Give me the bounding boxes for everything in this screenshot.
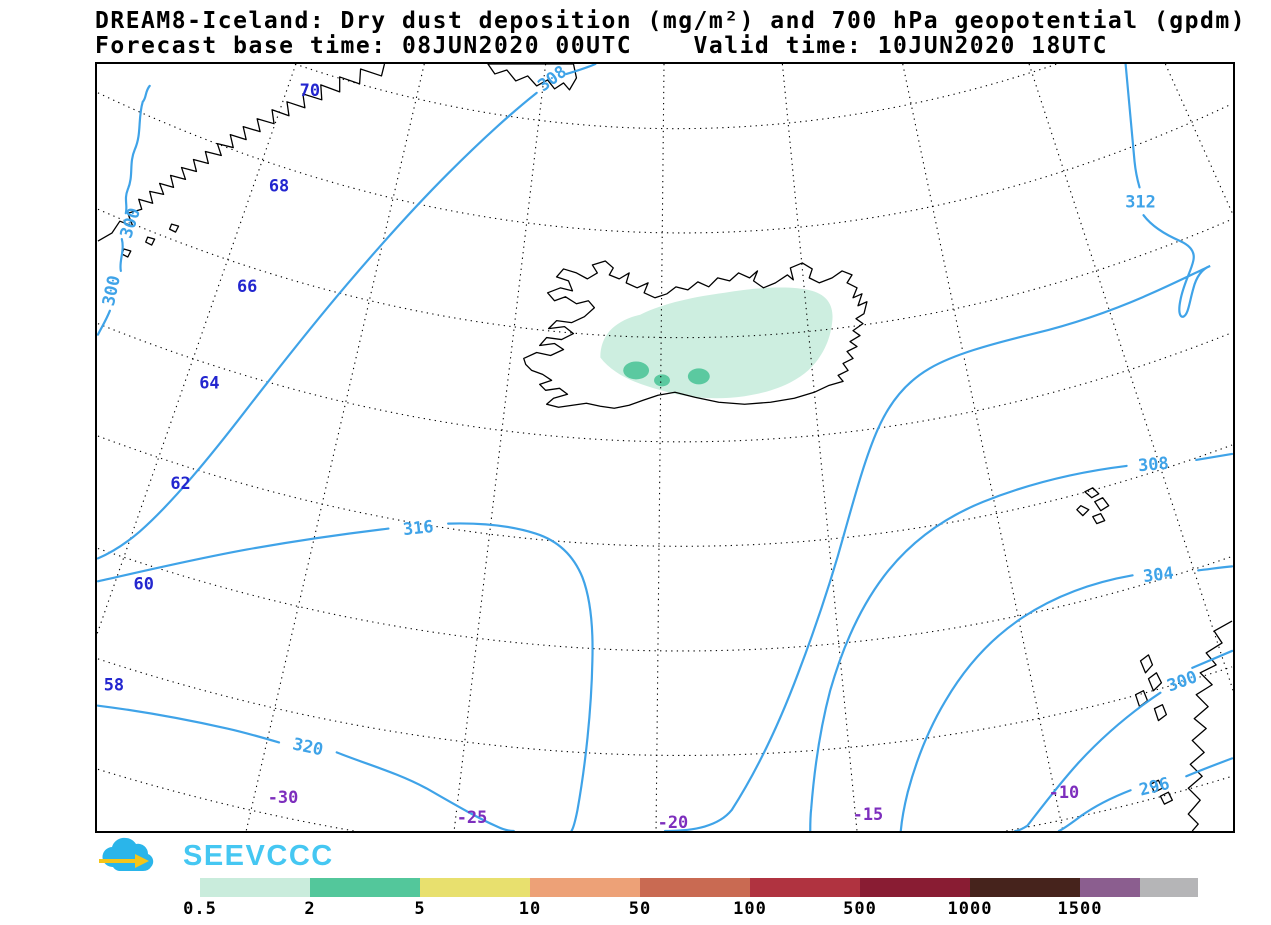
colorbar-segment [750,878,860,897]
contour-296 [1057,789,1132,831]
latitude-label-60: 60 [134,573,154,593]
contour-304 [1197,565,1233,572]
meridian-line [1028,64,1233,693]
colorbar-segment [970,878,1080,897]
contour-300-west [119,237,124,273]
contour-320 [97,704,281,744]
geopotential-labels: 300 300 308 312 316 320 308 304 300 296 [98,64,1200,800]
dust-area-dark [623,361,650,380]
contour-300-west [124,84,151,215]
colorbar-tick: 1000 [947,899,993,919]
contour-label-304: 304 [1142,563,1175,587]
dust-deposition-areas [600,287,833,399]
contour-label-320: 320 [291,734,325,760]
latitude-label-64: 64 [199,372,219,392]
colorbar-tick: 500 [843,899,877,919]
contour-label-316: 316 [402,516,434,539]
contour-300-west [97,309,111,336]
colorbar-segment [200,878,310,897]
colorbar-tick: 100 [733,899,767,919]
logo-text: SEEVCCC [183,839,334,872]
longitude-labels: -30 -25 -20 -15 -10 [268,782,1079,831]
colorbar-segment [420,878,530,897]
meridian-line [453,64,547,831]
latitude-label-70: 70 [300,80,320,100]
map-frame: 300 300 308 312 316 320 308 304 300 296 … [95,62,1235,833]
latitude-label-62: 62 [170,473,190,493]
colorbar-segment [1080,878,1140,897]
colorbar-tick: 0.5 [183,899,217,919]
contour-label-300: 300 [98,274,124,308]
contour-304 [899,574,1134,831]
map-canvas: 300 300 308 312 316 320 308 304 300 296 … [97,64,1233,831]
colorbar-segment [530,878,640,897]
logo: SEEVCCC [95,835,334,877]
faroe-islands [1076,487,1110,525]
latitude-labels: 70 68 66 64 62 60 58 [104,80,320,695]
arrow-icon [99,854,149,868]
meridian-line [655,64,665,831]
latitude-label-58: 58 [104,675,124,695]
longitude-label--20: -20 [658,812,689,831]
contour-312 [1124,64,1141,189]
dust-area-light [600,287,833,399]
greenland-coast [97,64,386,242]
iceland-coast [523,260,868,409]
contour-label-308-east: 308 [1137,453,1169,476]
colorbar-tick: 5 [414,899,426,919]
contour-300-east [1014,691,1162,831]
colorbar-segment [640,878,750,897]
contour-label-296: 296 [1137,773,1171,800]
contour-308-northwest [97,91,538,560]
dust-area-dark [687,368,710,385]
colorbar-tick: 50 [628,899,652,919]
contour-label-300: 300 [116,205,144,240]
colorbar [200,878,1198,897]
latitude-label-68: 68 [269,175,289,195]
contour-label-312: 312 [1125,191,1156,211]
contour-308-east [1195,452,1233,462]
colorbar-segment [860,878,970,897]
longitude-label--15: -15 [853,804,884,824]
greenland-coast-fragment [487,64,578,91]
contour-312 [663,214,1211,831]
contour-320 [335,751,515,831]
parallel-line [97,768,1233,831]
contour-label-300-east: 300 [1164,666,1200,695]
contour-316 [447,522,594,831]
meridian-line [781,64,858,831]
colorbar-tick: 2 [304,899,316,919]
meridian-line [1164,64,1233,216]
contour-308-east [809,464,1128,831]
meridian-line [902,64,1064,831]
longitude-label--25: -25 [457,807,488,827]
contour-316 [97,527,390,583]
parallel-line [97,435,1233,547]
chart-title: DREAM8-Iceland: Dry dust deposition (mg/… [95,8,1247,34]
colorbar-tick: 1500 [1057,899,1103,919]
parallel-line [294,64,1058,130]
colorbar-tick: 10 [518,899,542,919]
colorbar-segment [310,878,420,897]
graticule [97,64,1233,831]
parallel-line [97,92,1233,234]
longitude-label--30: -30 [268,787,299,807]
dust-area-dark [654,374,670,387]
meridian-line [97,64,297,636]
parallel-line [97,547,1233,652]
latitude-label-66: 66 [237,276,257,296]
scotland-coast [1187,620,1233,831]
parallel-line [97,208,1233,339]
chart-subtitle: Forecast base time: 08JUN2020 00UTC Vali… [95,33,1108,59]
longitude-label--10: -10 [1049,782,1080,802]
geopotential-contours [97,64,1233,831]
colorbar-segment [1140,878,1198,897]
parallel-line [97,658,1233,756]
contour-308-northwest [565,64,597,76]
contour-300-east [1191,649,1233,669]
contour-296 [1185,757,1233,778]
cloud-icon [99,837,154,871]
